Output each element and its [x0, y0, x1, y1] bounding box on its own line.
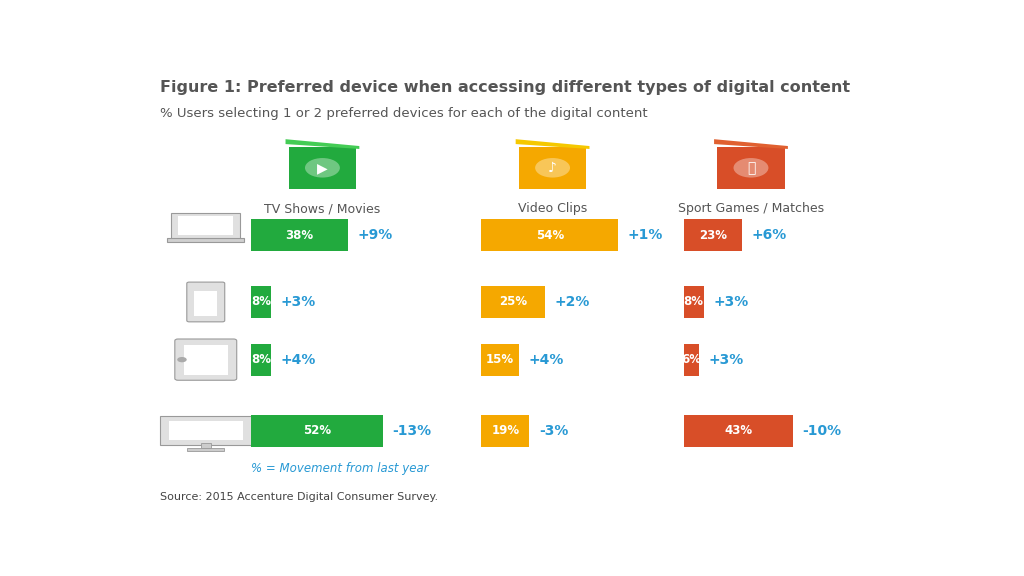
FancyBboxPatch shape — [171, 213, 240, 239]
Text: -10%: -10% — [802, 423, 842, 438]
Text: 8%: 8% — [684, 295, 703, 309]
FancyBboxPatch shape — [684, 286, 703, 318]
Circle shape — [733, 158, 768, 177]
FancyBboxPatch shape — [251, 415, 383, 446]
Text: +6%: +6% — [752, 229, 786, 242]
FancyBboxPatch shape — [195, 291, 217, 316]
Text: 6%: 6% — [681, 353, 701, 366]
FancyBboxPatch shape — [167, 238, 244, 242]
FancyBboxPatch shape — [251, 219, 347, 251]
Text: ▶: ▶ — [317, 161, 328, 175]
Text: % Users selecting 1 or 2 preferred devices for each of the digital content: % Users selecting 1 or 2 preferred devic… — [160, 107, 647, 120]
Text: +3%: +3% — [281, 295, 316, 309]
FancyBboxPatch shape — [684, 415, 793, 446]
Text: -13%: -13% — [392, 423, 432, 438]
Text: 38%: 38% — [286, 229, 313, 242]
FancyBboxPatch shape — [481, 415, 529, 446]
Text: Figure 1: Preferred device when accessing different types of digital content: Figure 1: Preferred device when accessin… — [160, 80, 850, 95]
Text: Source: 2015 Accenture Digital Consumer Survey.: Source: 2015 Accenture Digital Consumer … — [160, 491, 438, 502]
Text: % = Movement from last year: % = Movement from last year — [251, 462, 429, 475]
Text: +9%: +9% — [357, 229, 392, 242]
Text: 8%: 8% — [251, 295, 271, 309]
FancyBboxPatch shape — [684, 219, 742, 251]
Text: Sport Games / Matches: Sport Games / Matches — [678, 202, 824, 215]
Text: 23%: 23% — [698, 229, 727, 242]
Text: 8%: 8% — [251, 353, 271, 366]
Circle shape — [536, 158, 570, 177]
Text: ⚽: ⚽ — [746, 161, 755, 175]
Text: +2%: +2% — [554, 295, 590, 309]
FancyBboxPatch shape — [717, 147, 784, 189]
FancyBboxPatch shape — [201, 443, 211, 448]
Text: TV Shows / Movies: TV Shows / Movies — [264, 202, 381, 215]
Text: ♪: ♪ — [548, 161, 557, 175]
FancyBboxPatch shape — [169, 421, 243, 440]
Text: +1%: +1% — [628, 229, 664, 242]
Text: 52%: 52% — [303, 424, 331, 437]
FancyBboxPatch shape — [160, 416, 252, 445]
Text: 25%: 25% — [499, 295, 527, 309]
FancyBboxPatch shape — [289, 147, 356, 189]
FancyBboxPatch shape — [684, 344, 698, 376]
FancyBboxPatch shape — [251, 344, 271, 376]
Text: 15%: 15% — [486, 353, 514, 366]
FancyBboxPatch shape — [481, 219, 618, 251]
Circle shape — [177, 357, 186, 362]
FancyBboxPatch shape — [186, 282, 224, 322]
FancyBboxPatch shape — [184, 344, 227, 375]
FancyBboxPatch shape — [175, 339, 237, 380]
Text: +4%: +4% — [281, 353, 316, 367]
FancyBboxPatch shape — [178, 217, 233, 236]
FancyBboxPatch shape — [481, 344, 519, 376]
FancyBboxPatch shape — [519, 147, 587, 189]
Text: 19%: 19% — [492, 424, 519, 437]
Polygon shape — [286, 139, 359, 149]
FancyBboxPatch shape — [187, 448, 224, 451]
FancyBboxPatch shape — [481, 286, 545, 318]
Text: 54%: 54% — [536, 229, 564, 242]
Text: Video Clips: Video Clips — [518, 202, 587, 215]
Text: -3%: -3% — [539, 423, 568, 438]
Text: +4%: +4% — [528, 353, 564, 367]
Polygon shape — [714, 139, 787, 149]
Circle shape — [305, 158, 340, 177]
Text: +3%: +3% — [709, 353, 743, 367]
Text: 43%: 43% — [724, 424, 753, 437]
Polygon shape — [516, 139, 590, 149]
FancyBboxPatch shape — [251, 286, 271, 318]
Text: +3%: +3% — [714, 295, 749, 309]
